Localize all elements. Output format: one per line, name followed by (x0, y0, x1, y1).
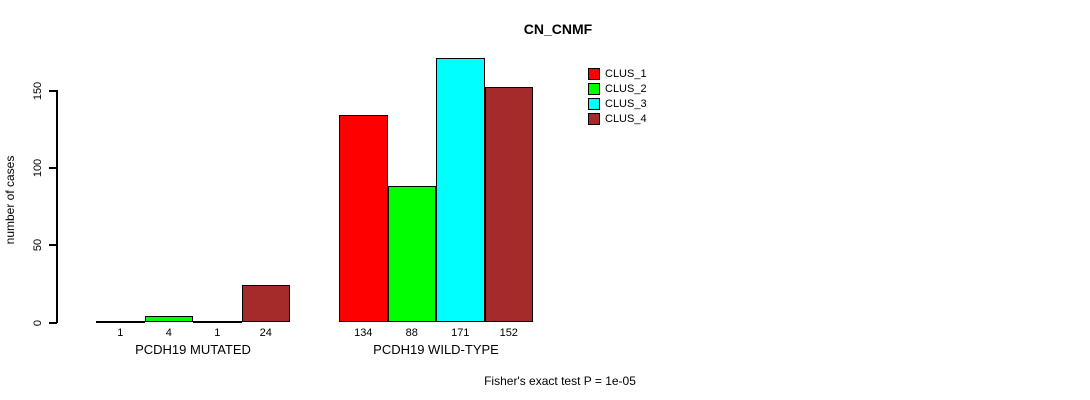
legend: CLUS_1 CLUS_2 CLUS_3 CLUS_4 (588, 66, 647, 126)
legend-swatch (588, 112, 600, 125)
bar-value-label: 1 (117, 327, 124, 339)
legend-item-clus_3: CLUS_3 (588, 96, 647, 111)
y-axis-label: number of cases (3, 155, 17, 245)
bar-clus_4-group2 (484, 87, 533, 323)
legend-swatch (588, 82, 600, 95)
bar-clus_3-group2 (436, 58, 485, 323)
group-label: PCDH19 MUTATED (135, 342, 251, 357)
bar-value-label: 24 (259, 327, 272, 339)
legend-swatch (588, 97, 600, 110)
bar-clus_3-group1 (193, 320, 242, 323)
group-label: PCDH19 WILD-TYPE (373, 342, 499, 357)
legend-item-clus_2: CLUS_2 (588, 81, 647, 96)
legend-swatch (588, 67, 600, 80)
bar-clus_4-group1 (241, 285, 290, 323)
bar-value-label: 1 (214, 327, 221, 339)
bar-clus_2-group2 (387, 186, 436, 323)
bar-value-label: 134 (354, 327, 373, 339)
bar-clus_1-group1 (96, 320, 145, 323)
y-tick-mark (49, 89, 57, 92)
y-axis (56, 90, 58, 323)
y-tick-mark (49, 321, 57, 324)
y-tick-label: 150 (32, 81, 44, 100)
legend-label: CLUS_2 (605, 82, 647, 95)
y-tick-label: 100 (32, 158, 44, 178)
bar-value-label: 171 (451, 327, 470, 339)
legend-label: CLUS_1 (605, 67, 647, 80)
bar-value-label: 4 (165, 327, 172, 339)
y-tick-label: 0 (32, 319, 44, 326)
legend-item-clus_4: CLUS_4 (588, 111, 647, 126)
y-tick-label: 50 (32, 239, 44, 252)
bar-clus_1-group2 (339, 115, 388, 323)
bar-clus_2-group1 (144, 316, 193, 323)
footer-annotation: Fisher's exact test P = 1e-05 (484, 374, 636, 388)
legend-item-clus_1: CLUS_1 (588, 66, 647, 81)
y-tick-mark (49, 166, 57, 169)
legend-label: CLUS_3 (605, 97, 647, 110)
bar-value-label: 88 (405, 327, 418, 339)
y-tick-mark (49, 244, 57, 247)
bar-value-label: 152 (499, 327, 518, 339)
legend-label: CLUS_4 (605, 112, 647, 125)
chart-title: CN_CNMF (523, 21, 593, 37)
